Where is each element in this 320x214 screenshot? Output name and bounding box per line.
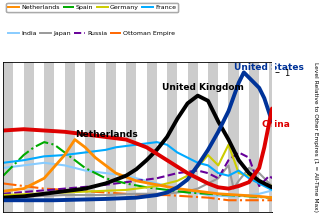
Bar	[44, 62, 54, 212]
Legend: India, Japan, Russia, Ottoman Empire: India, Japan, Russia, Ottoman Empire	[6, 29, 177, 38]
Bar	[167, 62, 177, 212]
Bar	[147, 62, 157, 212]
Bar	[65, 62, 75, 212]
Bar	[188, 62, 198, 212]
Bar	[249, 62, 259, 212]
Legend: Netherlands, Spain, Germany, France: Netherlands, Spain, Germany, France	[6, 3, 178, 12]
Bar	[85, 62, 95, 212]
Text: China: China	[261, 120, 290, 129]
Text: United States: United States	[234, 63, 303, 72]
Bar	[208, 62, 218, 212]
Text: Level Relative to Other Empires (1 = All-Time Max): Level Relative to Other Empires (1 = All…	[313, 62, 318, 212]
Bar	[106, 62, 116, 212]
Bar	[24, 62, 34, 212]
Bar	[269, 62, 272, 212]
Bar	[126, 62, 136, 212]
Bar	[228, 62, 239, 212]
Bar	[3, 62, 13, 212]
Text: Netherlands: Netherlands	[75, 130, 138, 139]
Text: United Kingdom: United Kingdom	[162, 83, 244, 92]
